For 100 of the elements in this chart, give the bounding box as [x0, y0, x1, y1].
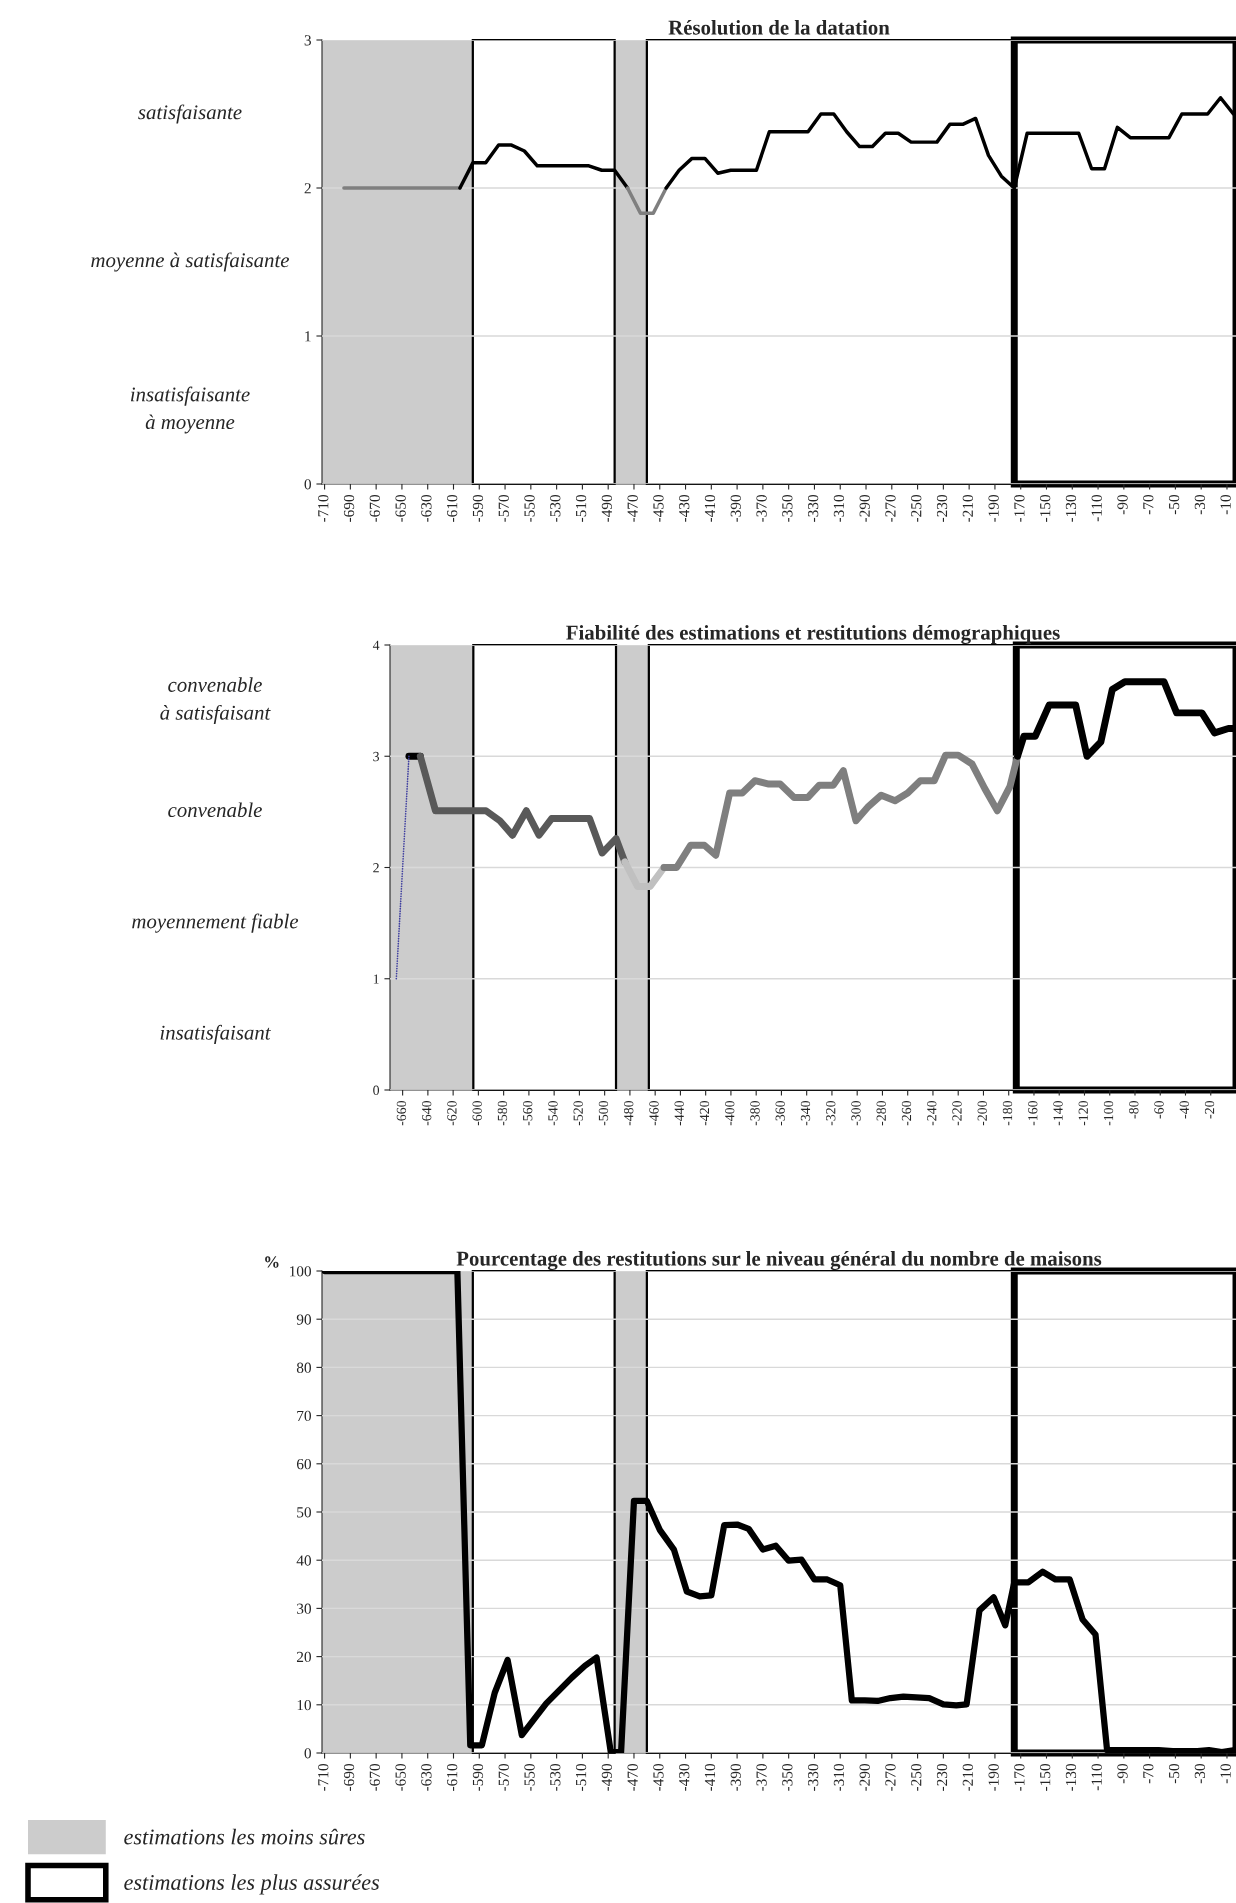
- x-tick-label: -470: [627, 495, 638, 522]
- text: moyenne à satisfaisante: [91, 252, 290, 272]
- chart-title: Pourcentage des restitutions sur le niveau général du nombre de maisons: [456, 1250, 1102, 1271]
- x-tick-label: -570: [498, 495, 509, 522]
- y-tick-label: 100: [290, 1266, 311, 1277]
- x-tick-label: -450: [653, 495, 664, 522]
- x-tick-label: -310: [833, 495, 845, 522]
- x-tick-label: -400: [725, 1100, 735, 1126]
- y-tick-label: 2: [373, 863, 379, 873]
- y-tick-label: 4: [372, 640, 380, 650]
- x-tick-label: -610: [447, 1764, 458, 1791]
- x-tick-label: -450: [653, 1764, 664, 1791]
- x-tick-label: -510: [575, 1764, 587, 1791]
- x-tick-label: -620: [447, 1100, 457, 1126]
- x-tick-label: -250: [911, 495, 922, 522]
- x-tick-label: -200: [977, 1100, 987, 1126]
- x-tick-label: -340: [800, 1100, 811, 1126]
- x-tick-label: -280: [876, 1100, 886, 1126]
- x-tick-label: -430: [679, 1764, 690, 1791]
- x-tick-label: -390: [730, 1764, 741, 1791]
- x-tick-label: -600: [472, 1100, 482, 1126]
- x-tick-label: -490: [601, 1764, 613, 1791]
- x-tick-label: -370: [756, 495, 767, 522]
- text: convenable à satisfaisant: [160, 677, 271, 725]
- x-tick-label: -240: [927, 1100, 937, 1126]
- x-tick-label: -130: [1065, 495, 1077, 522]
- x-tick-label: -100: [1103, 1100, 1114, 1126]
- x-tick-label: -710: [318, 495, 329, 522]
- x-tick-label: -670: [369, 1764, 380, 1791]
- x-tick-label: -520: [573, 1100, 583, 1126]
- x-tick-label: -380: [750, 1100, 760, 1126]
- legend-label: estimations les moins sûres: [124, 1828, 365, 1845]
- y-tick-label: 0: [304, 1748, 311, 1759]
- y-tick-label: 70: [297, 1410, 311, 1422]
- x-tick-label: -320: [826, 1100, 836, 1126]
- x-tick-label: -110: [1091, 1764, 1102, 1791]
- x-tick-label: -500: [598, 1100, 609, 1126]
- x-tick-label: -170: [1014, 495, 1025, 522]
- x-tick-label: -580: [497, 1100, 508, 1126]
- chart-title: Résolution de la datation: [668, 19, 890, 35]
- x-tick-label: -410: [704, 1764, 716, 1791]
- y-tick-label: 0: [304, 479, 311, 490]
- y-tick-label: 10: [297, 1699, 311, 1711]
- y-tick-label: 0: [373, 1085, 380, 1095]
- x-tick-label: -50: [1168, 495, 1180, 515]
- x-tick-label: -160: [1028, 1100, 1038, 1126]
- x-tick-label: -290: [859, 495, 870, 522]
- x-tick-label: -70: [1143, 495, 1154, 515]
- x-tick-label: -440: [674, 1100, 684, 1126]
- x-tick-label: -690: [343, 1764, 355, 1791]
- x-tick-label: -710: [318, 1764, 329, 1791]
- x-tick-label: -470: [627, 1764, 638, 1791]
- y-tick-label: 60: [296, 1458, 311, 1470]
- x-tick-label: -640: [421, 1100, 432, 1126]
- x-tick-label: -50: [1168, 1764, 1180, 1784]
- x-tick-label: -180: [1002, 1100, 1013, 1126]
- x-tick-label: -260: [901, 1100, 912, 1126]
- x-tick-label: -330: [807, 1764, 819, 1791]
- y-axis-title: %: [265, 1256, 279, 1268]
- x-tick-label: -190: [988, 1764, 999, 1791]
- text: convenable: [168, 802, 262, 818]
- x-tick-label: -10: [1220, 495, 1231, 515]
- x-tick-label: -590: [472, 1764, 484, 1791]
- x-tick-label: -630: [421, 1764, 432, 1791]
- text: satisfaisante: [138, 104, 242, 124]
- x-tick-label: -690: [343, 495, 355, 522]
- x-tick-label: -650: [395, 495, 406, 522]
- y-tick-label: 80: [296, 1362, 311, 1373]
- x-tick-label: -60: [1154, 1100, 1164, 1119]
- x-tick-label: -460: [649, 1100, 659, 1126]
- x-tick-label: -570: [498, 1764, 509, 1791]
- y-tick-label: 3: [304, 35, 311, 46]
- x-tick-label: -270: [885, 495, 896, 522]
- x-tick-label: -510: [575, 495, 587, 522]
- x-tick-label: -350: [782, 495, 793, 522]
- x-tick-label: -410: [704, 495, 716, 522]
- x-tick-label: -370: [756, 1764, 767, 1791]
- x-tick-label: -20: [1204, 1100, 1215, 1119]
- x-tick-label: -560: [523, 1100, 533, 1126]
- x-tick-label: -480: [624, 1100, 634, 1126]
- x-tick-label: -290: [859, 1764, 870, 1791]
- x-tick-label: -190: [988, 495, 999, 522]
- x-tick-label: -350: [782, 1764, 793, 1791]
- y-tick-label: 40: [296, 1555, 311, 1566]
- x-tick-label: -230: [936, 495, 948, 522]
- x-tick-label: -540: [548, 1100, 558, 1126]
- x-tick-label: -550: [524, 1764, 535, 1791]
- x-tick-label: -530: [550, 495, 561, 522]
- y-tick-label: 2: [304, 183, 311, 194]
- x-tick-label: -300: [851, 1100, 861, 1126]
- y-tick-label: 1: [373, 974, 379, 984]
- x-tick-label: -420: [699, 1100, 710, 1126]
- x-tick-label: -220: [952, 1100, 962, 1126]
- x-tick-label: -210: [962, 1764, 973, 1791]
- x-tick-label: -360: [775, 1100, 785, 1126]
- x-tick-label: -210: [962, 495, 973, 522]
- x-tick-label: -10: [1220, 1764, 1231, 1784]
- x-tick-label: -40: [1179, 1100, 1189, 1119]
- x-tick-label: -330: [807, 495, 819, 522]
- x-tick-label: -30: [1194, 495, 1206, 515]
